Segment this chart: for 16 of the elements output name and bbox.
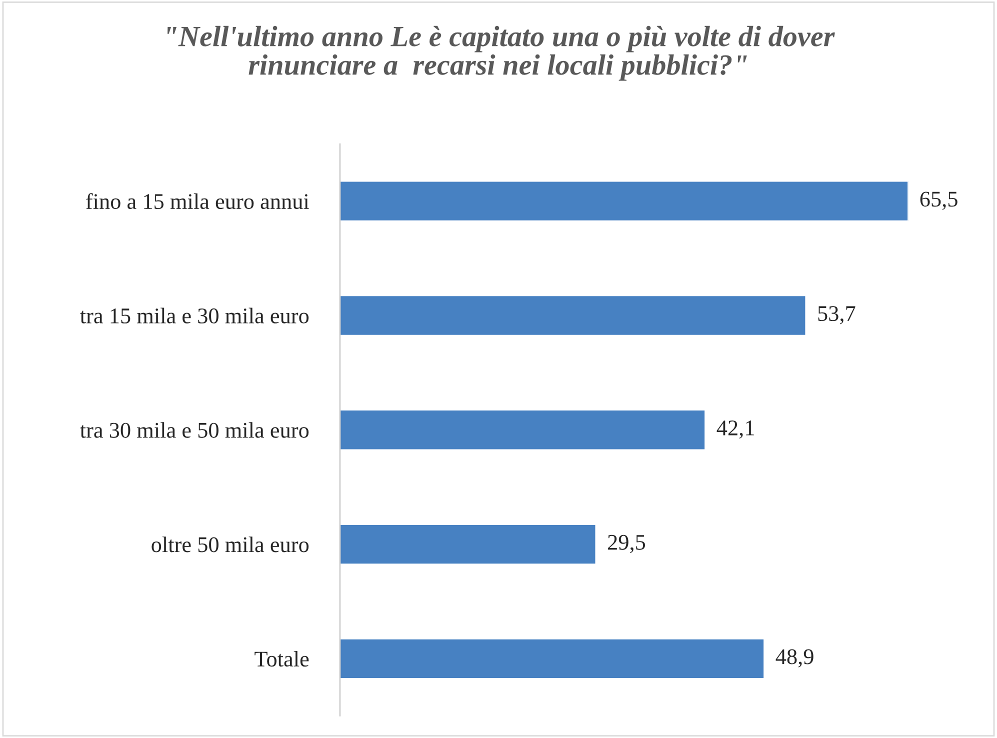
chart-title: "Nell'ultimo anno Le è capitato una o più volte di dover rinunciare a recarsi nei locali pubblici?": [168, 26, 835, 81]
bar: [340, 638, 765, 680]
bar: [340, 294, 807, 336]
bar: [340, 409, 706, 451]
y-tick-label: tra 15 mila e 30 mila euro: [80, 308, 309, 324]
data-label: 29,5: [608, 534, 646, 554]
bar: [340, 180, 908, 222]
y-tick-label: fino a 15 mila euro annui: [86, 193, 309, 210]
y-tick-label: Totale: [254, 650, 309, 667]
y-tick-label: oltre 50 mila euro: [152, 536, 309, 552]
data-label: 42,1: [716, 420, 754, 439]
bar: [340, 524, 597, 565]
y-tick-label: tra 30 mila e 50 mila euro: [80, 422, 309, 438]
data-label: 48,9: [776, 649, 814, 668]
data-label: 53,7: [818, 306, 856, 324]
data-label: 65,5: [920, 192, 958, 210]
